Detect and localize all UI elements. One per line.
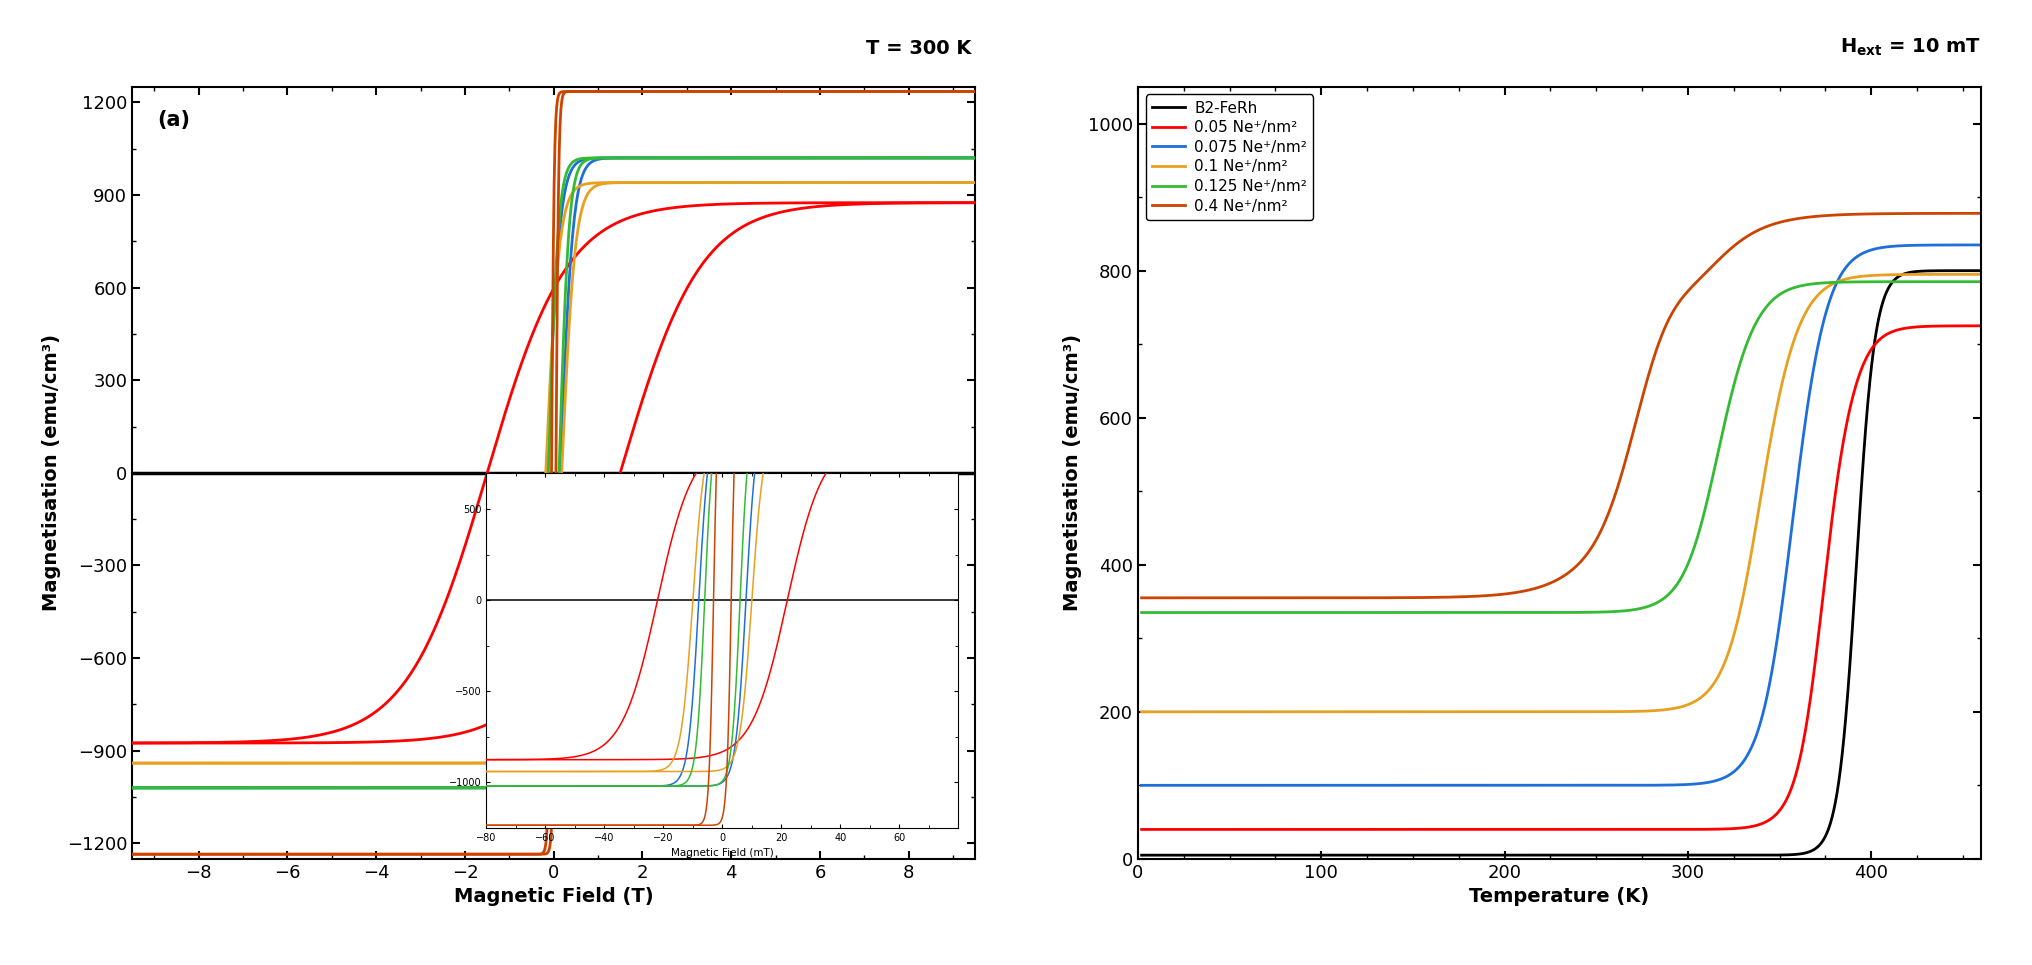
Text: H$_\mathregular{ext}$ = 10 mT: H$_\mathregular{ext}$ = 10 mT xyxy=(1841,37,1981,58)
Y-axis label: Magnetisation (emu/cm³): Magnetisation (emu/cm³) xyxy=(1063,334,1083,612)
Y-axis label: Magnetisation (emu/cm³): Magnetisation (emu/cm³) xyxy=(43,334,61,612)
X-axis label: Temperature (K): Temperature (K) xyxy=(1469,887,1650,906)
Text: (b): (b) xyxy=(1162,110,1197,130)
X-axis label: Magnetic Field (T): Magnetic Field (T) xyxy=(453,887,654,906)
Text: T = 300 K: T = 300 K xyxy=(866,39,971,58)
Legend: B2-FeRh, 0.05 Ne⁺/nm², 0.075 Ne⁺/nm², 0.1 Ne⁺/nm², 0.125 Ne⁺/nm², 0.4 Ne⁺/nm²: B2-FeRh, 0.05 Ne⁺/nm², 0.075 Ne⁺/nm², 0.… xyxy=(1146,95,1313,220)
Text: (a): (a) xyxy=(156,110,191,130)
